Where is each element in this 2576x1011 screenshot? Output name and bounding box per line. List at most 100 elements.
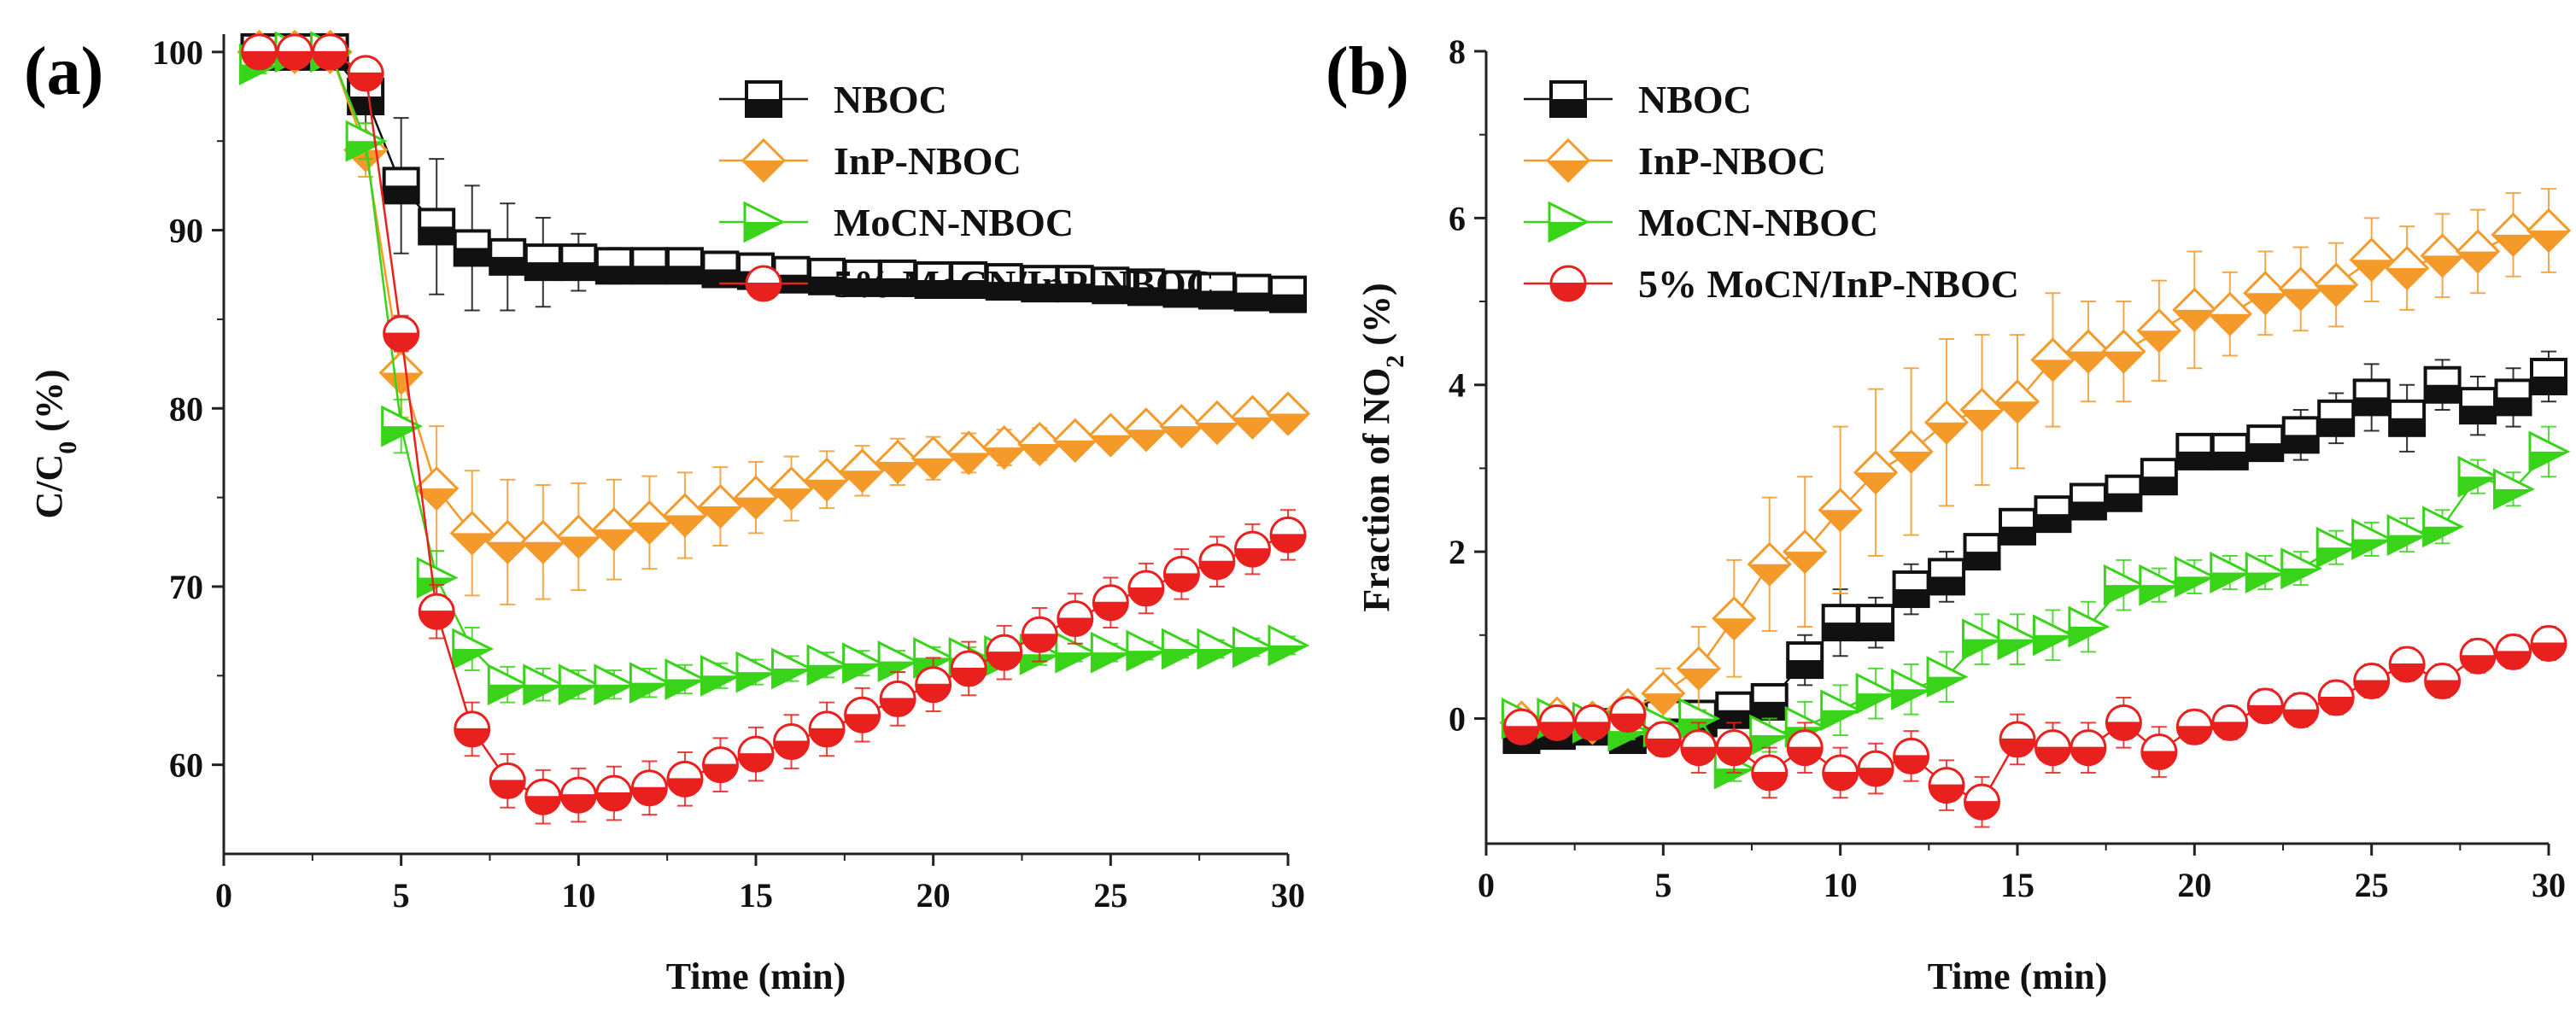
data-point-fill bbox=[1999, 639, 2036, 658]
data-point-fill bbox=[1162, 649, 1201, 668]
data-point-fill bbox=[1057, 618, 1092, 636]
data-point-fill bbox=[845, 715, 880, 733]
data-point-fill bbox=[701, 675, 740, 695]
data-point-fill bbox=[665, 679, 704, 698]
data-point-fill bbox=[1997, 401, 2038, 423]
data-point-fill bbox=[1646, 739, 1681, 757]
panel-a-x-tick-label: 30 bbox=[1271, 876, 1305, 915]
data-point-fill bbox=[1926, 422, 1968, 443]
legend-marker-fill bbox=[1549, 222, 1587, 241]
data-point-fill bbox=[2530, 451, 2567, 470]
data-point-fill bbox=[2177, 727, 2212, 745]
data-point-fill bbox=[2069, 627, 2107, 646]
data-point-fill bbox=[1929, 576, 1964, 594]
panel-b-x-tick-label: 30 bbox=[2532, 866, 2566, 904]
data-point-fill bbox=[845, 278, 880, 295]
data-point-fill bbox=[1894, 589, 1929, 607]
data-point-fill bbox=[1859, 622, 1894, 640]
legend-marker-fill bbox=[1551, 99, 1585, 116]
data-point-fill bbox=[2177, 451, 2212, 469]
data-point-fill bbox=[843, 663, 881, 682]
legend-label: NBOC bbox=[834, 78, 947, 121]
data-point-fill bbox=[490, 256, 525, 274]
data-point-fill bbox=[2319, 698, 2354, 716]
data-point-fill bbox=[879, 661, 917, 681]
data-point-fill bbox=[1021, 654, 1059, 674]
data-point-fill bbox=[2317, 547, 2356, 567]
data-point-fill bbox=[916, 684, 951, 702]
data-point-fill bbox=[2070, 501, 2105, 519]
panel-b: 0 5 10 15 20 25 30 0 2 4 6 8 Time (min) Fraction of N… bbox=[1326, 32, 2572, 997]
data-point-fill bbox=[380, 372, 422, 394]
data-point-fill bbox=[2034, 634, 2072, 654]
panel-a-x-tick-label: 25 bbox=[1093, 876, 1127, 915]
data-point-fill bbox=[416, 488, 458, 510]
data-point-fill bbox=[1022, 634, 1057, 652]
data-point-fill bbox=[2070, 747, 2105, 765]
data-point-fill bbox=[2496, 397, 2531, 415]
data-point-fill bbox=[1128, 588, 1163, 606]
panel-b-y-tick-label: 8 bbox=[1449, 32, 1466, 71]
data-point-fill bbox=[1057, 283, 1092, 301]
data-point-fill bbox=[1233, 646, 1272, 666]
data-point-fill bbox=[2035, 514, 2070, 532]
data-point-fill bbox=[2494, 488, 2532, 508]
data-point-fill bbox=[1748, 564, 1790, 585]
data-point-fill bbox=[703, 764, 738, 782]
data-point-fill bbox=[1717, 710, 1752, 728]
data-point-fill bbox=[1890, 451, 1932, 472]
data-point-fill bbox=[1823, 772, 1858, 790]
legend-marker-fill bbox=[746, 99, 781, 116]
data-point-fill bbox=[630, 682, 669, 702]
data-point-fill bbox=[383, 333, 419, 351]
data-point-fill bbox=[2423, 526, 2462, 546]
legend-label: 5% MoCN/InP-NBOC bbox=[1638, 262, 2019, 306]
data-point-fill bbox=[1575, 722, 1610, 740]
data-point-fill bbox=[1750, 735, 1789, 755]
data-point-fill bbox=[881, 278, 916, 295]
panel-b-x-tick-label: 10 bbox=[1824, 866, 1858, 904]
data-point-fill bbox=[240, 64, 278, 84]
data-point-fill bbox=[596, 266, 631, 283]
data-point-fill bbox=[810, 728, 845, 746]
data-point-fill bbox=[1892, 689, 1930, 709]
data-point-fill bbox=[2532, 643, 2566, 661]
data-point-fill bbox=[454, 728, 489, 746]
data-point-fill bbox=[2174, 309, 2216, 330]
data-point-fill bbox=[1855, 472, 1897, 494]
data-point-fill bbox=[2106, 493, 2141, 511]
data-point-fill bbox=[983, 447, 1025, 469]
data-point-fill bbox=[561, 262, 596, 280]
data-point-fill bbox=[1752, 772, 1787, 790]
data-point-fill bbox=[313, 51, 348, 69]
data-point-fill bbox=[629, 522, 670, 543]
legend-label: NBOC bbox=[1638, 78, 1752, 121]
data-point-fill bbox=[2281, 568, 2320, 587]
data-point-fill bbox=[2212, 722, 2247, 740]
legend-marker-fill bbox=[1551, 283, 1585, 301]
data-point-fill bbox=[559, 684, 598, 704]
data-point-fill bbox=[2175, 576, 2214, 596]
data-point-fill bbox=[1093, 285, 1128, 303]
data-point-fill bbox=[596, 793, 631, 811]
data-point-fill bbox=[1819, 510, 1861, 531]
data-point-fill bbox=[1823, 622, 1858, 640]
data-point-fill bbox=[841, 470, 883, 492]
data-point-fill bbox=[487, 541, 529, 563]
data-point-fill bbox=[1857, 693, 1895, 713]
panel-a-y-tick-label: 60 bbox=[169, 746, 203, 785]
panel-b-series-4 bbox=[1502, 625, 2567, 828]
data-point-fill bbox=[2425, 681, 2460, 698]
data-point-fill bbox=[2140, 585, 2178, 605]
data-point-fill bbox=[2210, 572, 2249, 592]
panel-a-series-4 bbox=[241, 33, 1307, 825]
data-point-fill bbox=[525, 797, 560, 815]
data-point-fill bbox=[2248, 705, 2283, 723]
panel-b-x-tick-label: 20 bbox=[2177, 866, 2211, 904]
panel-a-y-tick-label: 70 bbox=[169, 568, 203, 606]
data-point-fill bbox=[632, 266, 667, 283]
data-point-fill bbox=[2246, 572, 2285, 592]
panel-a-x-tick-label: 5 bbox=[393, 876, 410, 915]
data-point-fill bbox=[2461, 656, 2496, 674]
